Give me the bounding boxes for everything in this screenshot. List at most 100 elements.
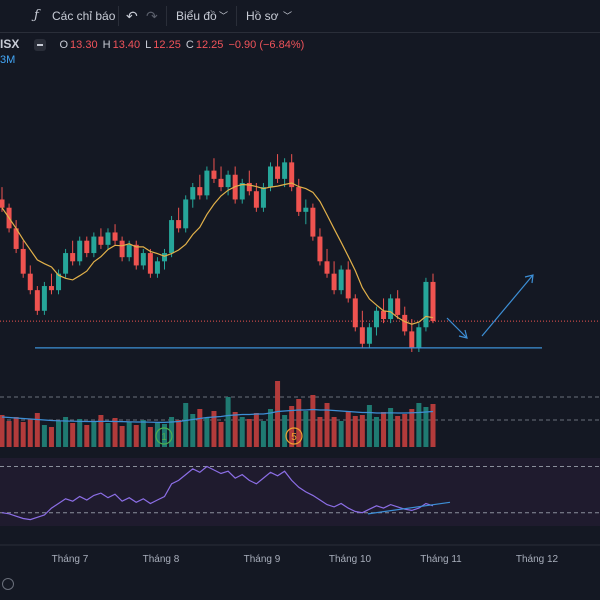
volume-bar xyxy=(381,412,387,447)
volume-bar xyxy=(56,421,62,447)
volume-bar xyxy=(176,420,182,447)
high-value: 13.40 xyxy=(112,39,141,51)
indicators-button[interactable]: Các chỉ báo xyxy=(52,9,116,23)
volume-bar xyxy=(296,399,302,447)
candle-body xyxy=(112,232,118,241)
candle-body xyxy=(48,286,54,291)
volume-bar xyxy=(267,409,273,447)
volume-bar xyxy=(41,425,47,447)
forecast-arrow-up xyxy=(481,274,534,337)
volume-pane xyxy=(0,381,436,447)
volume-bar xyxy=(352,416,358,447)
candle-body xyxy=(324,261,330,274)
profile-button[interactable]: Hồ sơ xyxy=(246,9,279,23)
volume-bar xyxy=(77,419,83,447)
volume-bar xyxy=(260,421,266,447)
candle-body xyxy=(133,244,139,266)
volume-bar xyxy=(338,421,344,447)
volume-bar xyxy=(310,395,316,447)
candle-body xyxy=(338,269,344,291)
candle-body xyxy=(91,236,97,254)
volume-bar xyxy=(218,422,224,447)
candle-body xyxy=(70,253,76,262)
volume-bar xyxy=(6,421,12,447)
ohlc-legend: ISX O 13.30 H 13.40 L 12.25 C 12.25 −0.90 (−… xyxy=(0,34,306,54)
volume-bar xyxy=(275,381,281,447)
volume-bar xyxy=(119,426,125,447)
volume-bar xyxy=(154,423,160,447)
candles xyxy=(0,154,436,352)
volume-bar xyxy=(232,412,238,447)
signal-marker-green xyxy=(155,427,173,445)
candle-body xyxy=(352,298,358,328)
time-axis-label: Tháng 11 xyxy=(420,554,462,565)
close-label: C xyxy=(185,39,194,51)
settings-icon[interactable] xyxy=(2,578,14,590)
volume-bar xyxy=(331,417,337,447)
volume-bar xyxy=(324,403,330,447)
candle-body xyxy=(41,286,47,311)
volume-bar xyxy=(225,397,231,447)
symbol-label: ISX xyxy=(0,37,20,51)
candle-body xyxy=(359,327,365,344)
arrowhead xyxy=(458,329,468,339)
volume-bar xyxy=(105,423,111,447)
candle-body xyxy=(239,182,245,200)
candle-body xyxy=(204,170,210,196)
candle-body xyxy=(140,253,146,266)
volume-bar xyxy=(303,411,309,447)
change-value: −0.90 (−6.84%) xyxy=(228,39,305,51)
candle-body xyxy=(27,273,33,291)
collapse-icon[interactable] xyxy=(34,39,47,52)
volume-bar xyxy=(48,427,54,447)
volume-bar xyxy=(162,424,168,447)
candle-body xyxy=(416,327,422,348)
open-label: O xyxy=(59,39,69,51)
candle-body xyxy=(126,244,132,258)
time-axis-label: Tháng 12 xyxy=(516,554,559,565)
volume-bar xyxy=(13,417,19,447)
toolbar-divider xyxy=(236,6,237,26)
volume-bar xyxy=(359,415,365,447)
volume-bar xyxy=(373,417,379,447)
candle-body xyxy=(77,240,83,262)
time-axis-label: Tháng 8 xyxy=(143,554,180,565)
candle-body xyxy=(289,162,295,188)
volume-bar xyxy=(423,407,429,447)
arrowhead xyxy=(524,274,534,284)
candle-body xyxy=(190,187,196,200)
time-axis-label: Tháng 9 xyxy=(244,554,281,565)
volume-bar xyxy=(345,411,351,447)
volume-bar xyxy=(388,408,394,447)
low-value: 12.25 xyxy=(153,39,181,51)
time-axis-label: Tháng 7 xyxy=(52,554,89,565)
volume-bar xyxy=(126,422,132,447)
volume-bar xyxy=(246,419,252,447)
candle-body xyxy=(381,310,387,320)
grid xyxy=(0,320,600,526)
candle-body xyxy=(56,273,62,291)
volume-bar xyxy=(409,409,415,447)
candle-body xyxy=(345,269,351,299)
candle-body xyxy=(20,248,26,274)
rsi-divergence-line xyxy=(367,501,451,515)
candle-body xyxy=(402,314,408,332)
candle-body xyxy=(169,220,175,254)
candle-body xyxy=(388,298,394,320)
candle-body xyxy=(275,166,281,179)
top-toolbar: ƒ Các chỉ báo ↶ ↷ Biểu đồ ﹀ Hồ sơ ﹀ xyxy=(0,0,600,33)
candle-body xyxy=(366,327,372,344)
undo-icon[interactable]: ↶ xyxy=(126,8,138,24)
candle-body xyxy=(34,290,40,311)
candle-body xyxy=(0,199,5,208)
candle-body xyxy=(147,253,153,274)
volume-bar xyxy=(317,417,323,447)
candle-body xyxy=(218,178,224,188)
candle-body xyxy=(303,207,309,212)
volume-bar xyxy=(34,413,40,447)
redo-icon[interactable]: ↷ xyxy=(146,8,158,24)
volume-bar xyxy=(20,422,26,447)
chart-type-button[interactable]: Biểu đồ xyxy=(176,9,217,23)
